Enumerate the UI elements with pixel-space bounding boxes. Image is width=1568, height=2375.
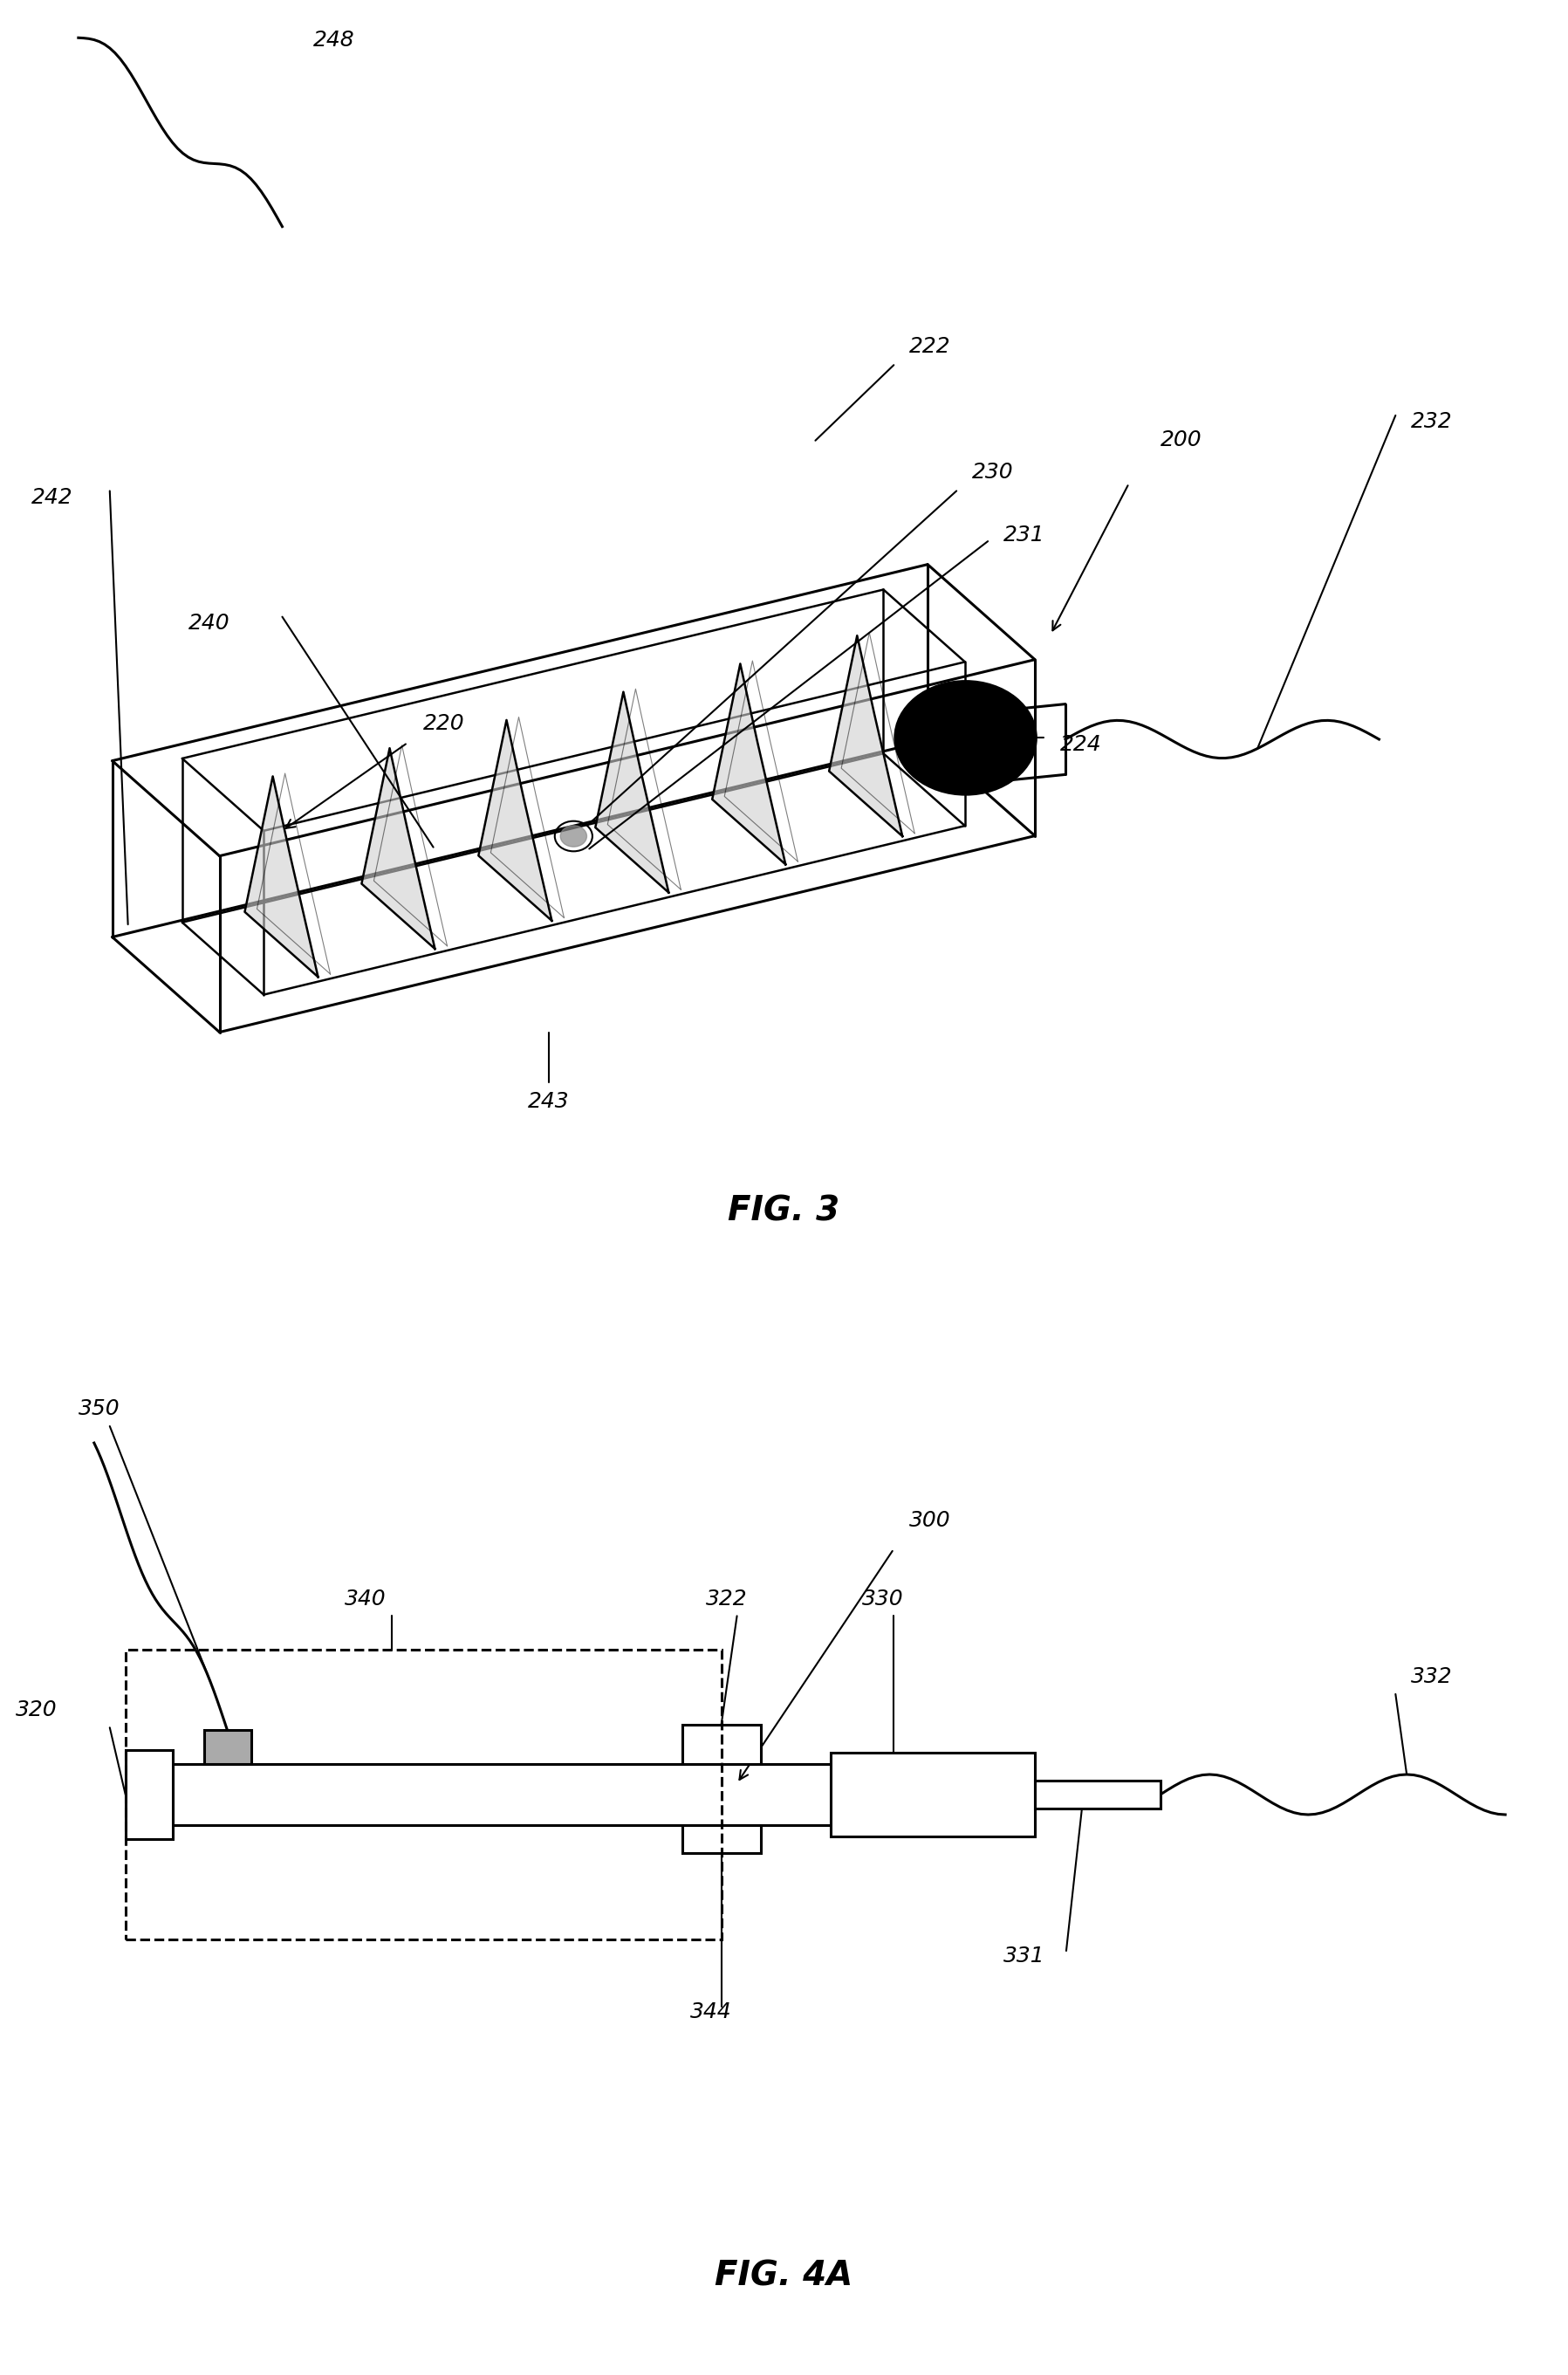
Polygon shape <box>478 720 552 922</box>
Text: 243: 243 <box>528 1090 569 1112</box>
Bar <box>831 1753 1035 1836</box>
Text: 224: 224 <box>1060 734 1101 755</box>
Bar <box>682 1724 760 1765</box>
Text: 200: 200 <box>1160 430 1203 449</box>
Text: 344: 344 <box>690 2002 732 2021</box>
Text: 300: 300 <box>909 1511 952 1532</box>
Polygon shape <box>829 637 903 836</box>
Text: FIG. 3: FIG. 3 <box>728 1195 840 1228</box>
Polygon shape <box>245 777 318 976</box>
Text: 248: 248 <box>314 29 356 50</box>
Bar <box>125 1648 721 1940</box>
Bar <box>125 1750 172 1838</box>
Text: 330: 330 <box>862 1589 905 1610</box>
Text: 220: 220 <box>423 712 466 734</box>
Text: 242: 242 <box>31 487 74 508</box>
Text: FIG. 4A: FIG. 4A <box>715 2259 853 2292</box>
Text: 350: 350 <box>78 1399 121 1420</box>
Circle shape <box>560 826 586 848</box>
Text: 322: 322 <box>706 1589 748 1610</box>
Polygon shape <box>712 663 786 864</box>
Text: 222: 222 <box>909 335 952 356</box>
Text: 340: 340 <box>345 1589 387 1610</box>
Polygon shape <box>596 691 668 893</box>
Bar <box>172 1765 941 1826</box>
Text: 320: 320 <box>16 1700 58 1722</box>
Text: 331: 331 <box>1004 1945 1046 1966</box>
Text: 332: 332 <box>1411 1667 1454 1686</box>
Text: 230: 230 <box>972 461 1014 482</box>
Text: 240: 240 <box>188 613 230 634</box>
Circle shape <box>895 682 1036 796</box>
Bar <box>1035 1781 1160 1807</box>
Text: 231: 231 <box>1004 525 1046 546</box>
Polygon shape <box>362 748 434 950</box>
Text: 232: 232 <box>1411 411 1454 432</box>
Bar <box>204 1731 251 1765</box>
Bar <box>682 1826 760 1853</box>
